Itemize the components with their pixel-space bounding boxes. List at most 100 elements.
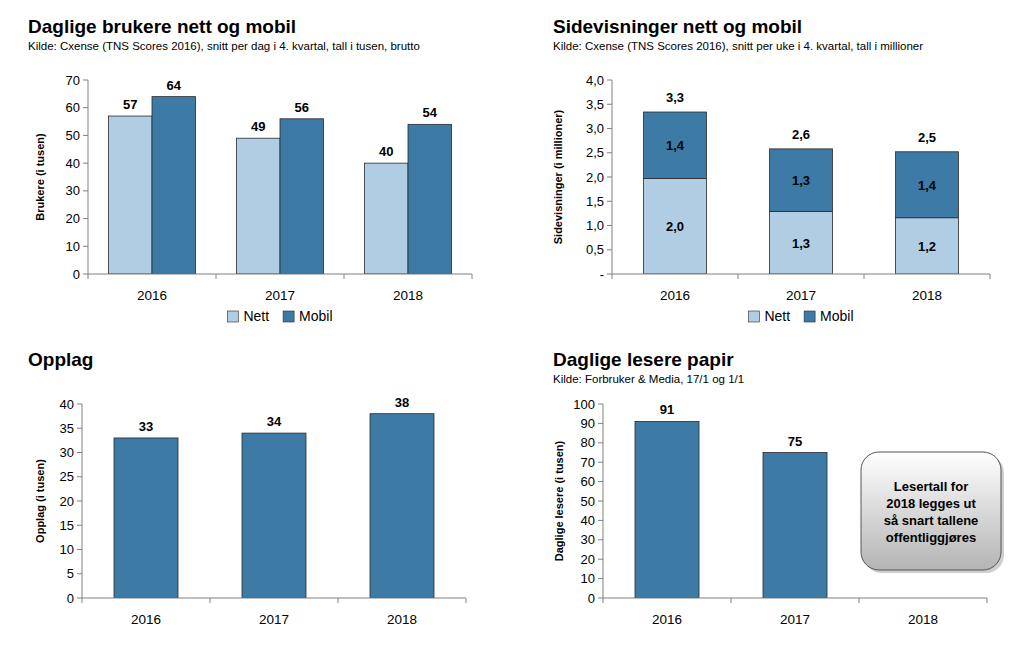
y-tick (607, 225, 612, 226)
subtitle: Kilde: Cxense (TNS Scores 2016), snitt p… (28, 40, 420, 52)
y-tick (598, 442, 603, 443)
y-tick (77, 476, 82, 477)
y-axis (88, 80, 89, 274)
x-tick (612, 274, 613, 279)
y-tick-label: 30 (581, 532, 595, 547)
annotation-text: offentliggjøres (886, 530, 976, 545)
x-tick (990, 274, 991, 279)
bar (770, 211, 833, 274)
y-tick-label: 20 (66, 211, 80, 226)
y-tick (598, 404, 603, 405)
y-tick (83, 190, 88, 191)
y-tick (598, 598, 603, 599)
bar (408, 124, 452, 274)
legend: Nett Mobil (748, 308, 853, 324)
y-tick-label: 50 (581, 494, 595, 509)
bar (280, 119, 324, 274)
data-label: 54 (423, 105, 438, 120)
y-tick (598, 462, 603, 463)
subtitle: Kilde: Cxense (TNS Scores 2016), snitt p… (553, 40, 923, 52)
y-tick-label: 70 (66, 73, 80, 88)
y-tick (77, 573, 82, 574)
marks (644, 112, 959, 274)
marks (635, 421, 827, 598)
bar (644, 178, 707, 274)
data-label: 2,0 (666, 219, 684, 234)
data-label: 33 (139, 419, 153, 434)
title: Daglige lesere papir (553, 349, 734, 370)
legend-swatch (804, 311, 815, 322)
x-tick-label: 2018 (387, 612, 417, 627)
annotation-text: Lesertall for (894, 479, 968, 494)
y-tick (607, 274, 612, 275)
y-tick (607, 201, 612, 202)
y-tick-label: 2,5 (586, 145, 604, 160)
y-tick-label: 0,5 (586, 242, 604, 257)
data-label: 34 (267, 414, 282, 429)
legend-swatch (227, 311, 238, 322)
y-tick (83, 107, 88, 108)
y-tick (598, 539, 603, 540)
x-tick-label: 2018 (912, 288, 942, 303)
x-tick (859, 598, 860, 603)
data-label: 1,3 (792, 236, 810, 251)
y-tick (607, 177, 612, 178)
y-tick-label: 3,0 (586, 121, 604, 136)
x-axis (603, 598, 987, 599)
data-label: 38 (395, 395, 409, 410)
x-tick (738, 274, 739, 279)
labels: 33 34 38 (139, 395, 409, 434)
y-tick (83, 246, 88, 247)
data-label: 75 (788, 434, 802, 449)
x-tick-label: 2017 (786, 288, 816, 303)
y-tick-label: 50 (66, 128, 80, 143)
x-tick-label: 2016 (137, 288, 167, 303)
y-tick-label: 1,0 (586, 218, 604, 233)
x-tick-label: 2016 (131, 612, 161, 627)
y-axis-label: Opplag (i tusen) (34, 459, 46, 543)
y-tick-label: 30 (60, 445, 74, 460)
legend-label: Mobil (299, 308, 332, 324)
y-tick-label: 60 (66, 100, 80, 115)
y-tick-label: 5 (67, 566, 74, 581)
annotation: Lesertall for2018 legges utså snart tall… (861, 452, 1004, 573)
y-tick (83, 135, 88, 136)
title: Sidevisninger nett og mobil (553, 16, 802, 37)
y-axis (82, 404, 83, 598)
y-tick-label: 90 (581, 416, 595, 431)
y-tick-label: 1,5 (586, 194, 604, 209)
y-tick-label: 20 (581, 552, 595, 567)
y-tick (77, 452, 82, 453)
legend-label: Nett (243, 308, 269, 324)
x-axis (88, 274, 472, 275)
legend: Nett Mobil (227, 308, 332, 324)
bar (152, 97, 196, 274)
legend-label: Nett (764, 308, 790, 324)
x-tick-label: 2016 (660, 288, 690, 303)
y-tick-label: 3,5 (586, 97, 604, 112)
bar (770, 149, 833, 212)
y-tick-label: 40 (60, 397, 74, 412)
y-axis (612, 80, 613, 274)
y-tick (598, 481, 603, 482)
y-tick (83, 274, 88, 275)
legend-label: Mobil (820, 308, 853, 324)
labels: 9175 (660, 402, 802, 448)
x-tick (210, 598, 211, 603)
y-tick-label: 70 (581, 455, 595, 470)
chart: Daglige brukere nett og mobilKilde: Cxen… (28, 16, 472, 324)
y-tick-label: 100 (573, 397, 595, 412)
bar (370, 414, 434, 598)
x-tick-label: 2017 (780, 612, 810, 627)
y-tick (77, 428, 82, 429)
bar (236, 138, 280, 274)
y-tick (598, 423, 603, 424)
y-tick-label: 20 (60, 494, 74, 509)
y-tick (607, 104, 612, 105)
y-axis-label: Daglige lesere (i tusen) (553, 440, 565, 561)
data-label: 1,4 (666, 138, 685, 153)
data-label: 64 (167, 78, 182, 93)
x-tick (731, 598, 732, 603)
y-tick (83, 218, 88, 219)
x-tick (88, 274, 89, 279)
